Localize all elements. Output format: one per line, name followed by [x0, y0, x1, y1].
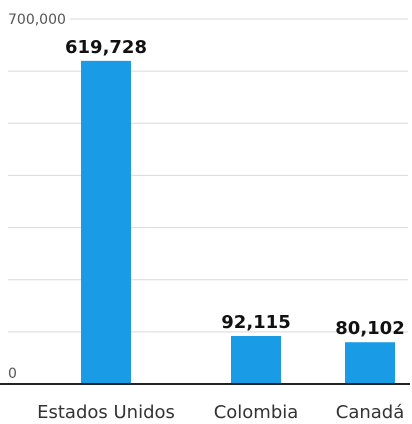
labels: 0 700,000 619,728 Estados Unidos 92,115 Colom… [8, 12, 405, 423]
data-label: 619,728 [65, 37, 147, 58]
category-label: Canadá [336, 402, 405, 423]
bar [231, 335, 281, 384]
bar [81, 60, 131, 385]
data-label: 80,102 [335, 318, 404, 339]
category-label: Estados Unidos [37, 402, 175, 423]
bar [345, 342, 395, 384]
bars [81, 60, 395, 385]
category-label: Colombia [214, 402, 299, 423]
y-tick-label: 700,000 [8, 12, 66, 28]
data-label: 92,115 [221, 312, 290, 333]
y-tick-label: 0 [8, 366, 17, 382]
gridlines [8, 18, 408, 333]
